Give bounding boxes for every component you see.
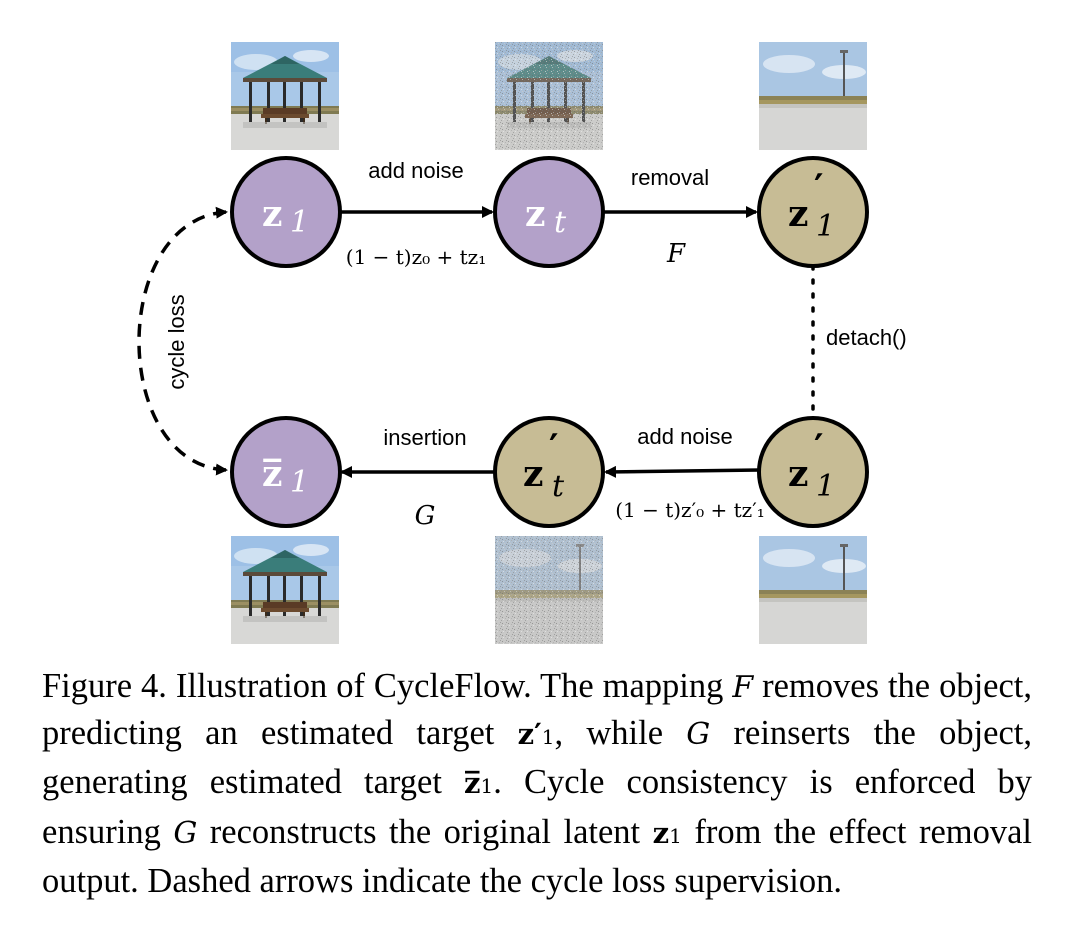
svg-text:z: z xyxy=(523,453,543,495)
label-add-noise-top: add noise xyxy=(368,158,463,183)
svg-text:′: ′ xyxy=(549,427,559,469)
cycleflow-diagram: z 1 z t z ′ 1 z̅ 1 z ′ t z ′ 1 add noise… xyxy=(137,42,907,644)
svg-text:z: z xyxy=(788,193,808,235)
label-F: F xyxy=(666,239,686,269)
svg-text:1: 1 xyxy=(290,205,309,240)
image-bottom-removed xyxy=(759,536,867,644)
node-z1prime-bottom: z ′ 1 xyxy=(757,416,869,528)
node-ztprime-bottom: z ′ t xyxy=(493,416,605,528)
label-bottom-formula: (1 − t)z′₀ + tz′₁ xyxy=(615,498,765,522)
svg-text:′: ′ xyxy=(814,167,824,209)
svg-text:1: 1 xyxy=(290,465,309,500)
svg-text:z: z xyxy=(788,453,808,495)
node-zbar1: z̅ 1 xyxy=(230,416,342,528)
svg-text:z̅: z̅ xyxy=(262,453,282,495)
label-G: G xyxy=(415,501,436,531)
label-removal: removal xyxy=(631,165,709,190)
image-top-removed xyxy=(759,42,867,150)
svg-text:z: z xyxy=(262,193,282,235)
node-zt-top: z t xyxy=(493,156,605,268)
cycle-loss-arrow xyxy=(137,206,228,476)
figure-caption: Figure 4. Illustration of CycleFlow. The… xyxy=(42,667,1032,900)
node-z1prime-top: z ′ 1 xyxy=(757,156,869,268)
svg-text:1: 1 xyxy=(816,469,835,504)
svg-text:t: t xyxy=(554,205,567,240)
image-top-noisy xyxy=(495,42,603,150)
image-bottom-noisy xyxy=(495,536,603,644)
label-detach: detach() xyxy=(826,325,907,350)
arrow-add-noise-bottom xyxy=(604,465,761,478)
label-top-formula: (1 − t)z₀ + tz₁ xyxy=(346,245,486,269)
svg-text:t: t xyxy=(552,469,565,504)
label-add-noise-bottom: add noise xyxy=(637,424,732,449)
svg-text:1: 1 xyxy=(816,209,835,244)
label-insertion: insertion xyxy=(383,425,466,450)
svg-text:′: ′ xyxy=(814,427,824,469)
svg-text:z: z xyxy=(525,193,545,235)
image-bottom-reinserted xyxy=(231,536,339,644)
node-z1-top: z 1 xyxy=(230,156,342,268)
image-top-original xyxy=(231,42,339,150)
label-cycle-loss: cycle loss xyxy=(164,294,189,389)
